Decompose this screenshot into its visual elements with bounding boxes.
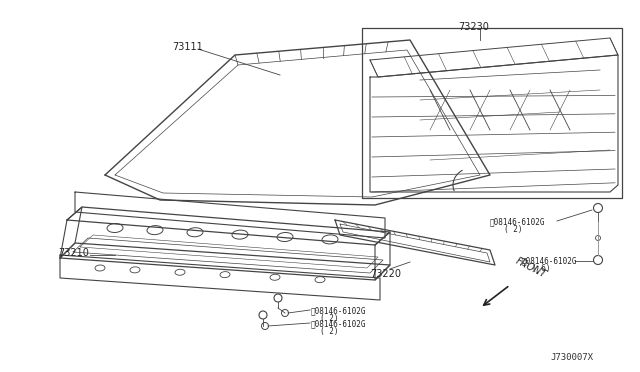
Text: ( 2): ( 2)	[320, 327, 339, 336]
Text: ( 6): ( 6)	[532, 264, 550, 273]
Text: ( 2): ( 2)	[504, 225, 522, 234]
Text: J730007X: J730007X	[550, 353, 593, 362]
Text: Ⓑ08146-6102G: Ⓑ08146-6102G	[311, 319, 367, 328]
Text: Ⓑ08146-6102G: Ⓑ08146-6102G	[311, 306, 367, 315]
Text: 73230: 73230	[458, 22, 489, 32]
Text: ( 2): ( 2)	[320, 314, 339, 323]
Text: 73220: 73220	[370, 269, 401, 279]
Text: Ⓑ08146-6102G: Ⓑ08146-6102G	[490, 217, 545, 226]
Text: Ⓑ08146-6102G: Ⓑ08146-6102G	[522, 256, 577, 265]
Text: FRONT: FRONT	[514, 256, 548, 280]
Text: 73111: 73111	[172, 42, 203, 52]
Text: 73210: 73210	[58, 248, 89, 258]
